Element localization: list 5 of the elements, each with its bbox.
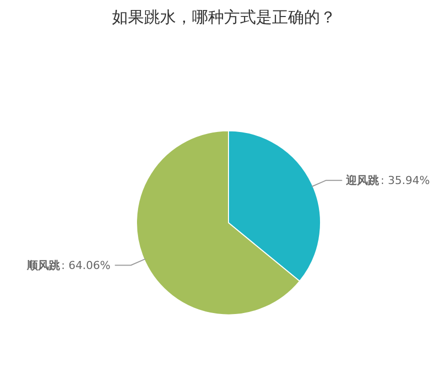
slice-label: 顺风跳: [26, 258, 61, 272]
data-label: : 64.06%: [61, 258, 110, 272]
chart-title: 如果跳水，哪种方式是正确的？: [112, 8, 336, 26]
slice-label: 迎风跳: [345, 174, 380, 187]
data-label: : 35.94%: [380, 174, 430, 187]
